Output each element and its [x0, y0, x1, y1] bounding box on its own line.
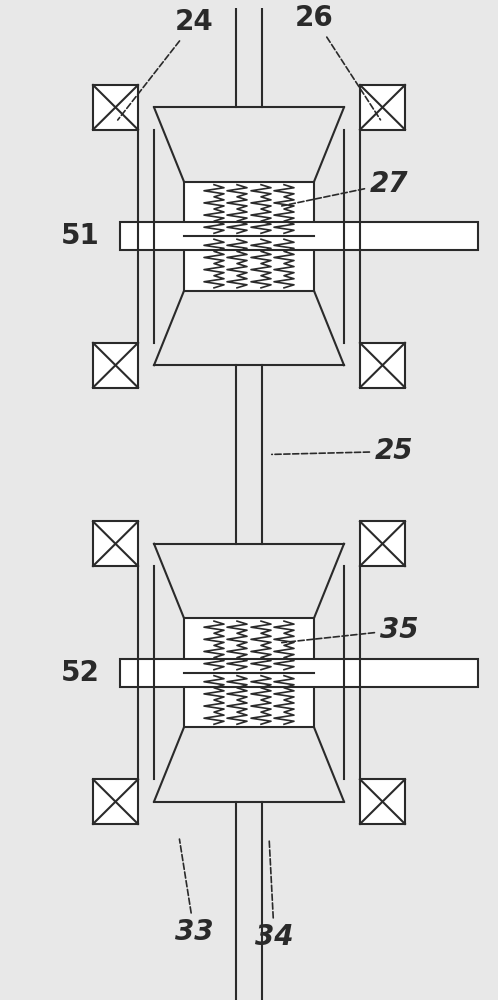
Bar: [93, 85, 138, 130]
Text: 25: 25: [272, 437, 413, 465]
Text: 33: 33: [175, 839, 214, 946]
Bar: [184, 618, 314, 727]
Text: 35: 35: [282, 616, 418, 644]
Bar: [360, 229, 376, 243]
Bar: [122, 229, 138, 243]
Bar: [360, 779, 405, 824]
Bar: [122, 666, 138, 680]
Bar: [120, 222, 478, 250]
Text: 52: 52: [61, 659, 100, 687]
Bar: [120, 659, 478, 687]
Text: 24: 24: [118, 8, 214, 120]
Text: 34: 34: [255, 839, 293, 951]
Bar: [360, 343, 405, 388]
Text: 51: 51: [61, 222, 100, 250]
Bar: [360, 85, 405, 130]
Bar: [93, 779, 138, 824]
Bar: [93, 521, 138, 566]
Bar: [184, 182, 314, 291]
Text: 27: 27: [282, 170, 408, 206]
Text: 26: 26: [295, 4, 380, 120]
Bar: [93, 343, 138, 388]
Bar: [360, 521, 405, 566]
Bar: [360, 666, 376, 680]
